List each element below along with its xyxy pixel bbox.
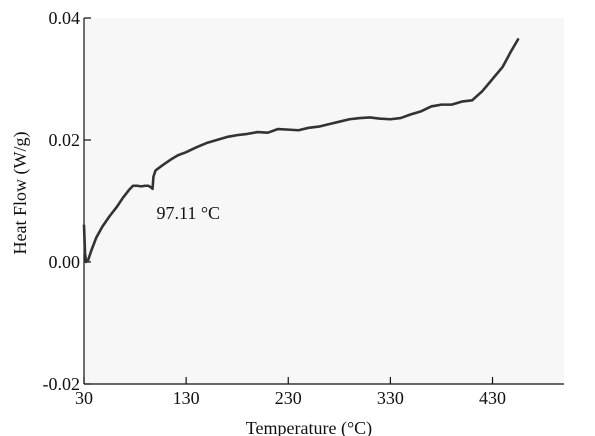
axis-ticks: 30 130 230 330 430 -0.02 0.00 0.02 0.04 [43, 8, 507, 408]
x-tick-label: 330 [377, 388, 404, 408]
x-tick-label: 430 [479, 388, 506, 408]
annotation-label: 97.11 °C [157, 203, 221, 223]
y-axis-label: Heat Flow (W/g) [10, 132, 31, 255]
y-tick-label: 0.04 [49, 8, 81, 28]
x-tick-label: 230 [275, 388, 302, 408]
x-tick-label: 30 [75, 388, 93, 408]
y-tick-label: 0.02 [49, 130, 81, 150]
y-tick-label: -0.02 [43, 374, 81, 394]
x-axis-label: Temperature (°C) [246, 418, 372, 436]
y-tick-label: 0.00 [49, 252, 81, 272]
x-tick-label: 130 [173, 388, 200, 408]
plot-area-background [84, 18, 564, 384]
heat-flow-series-line [82, 38, 520, 264]
